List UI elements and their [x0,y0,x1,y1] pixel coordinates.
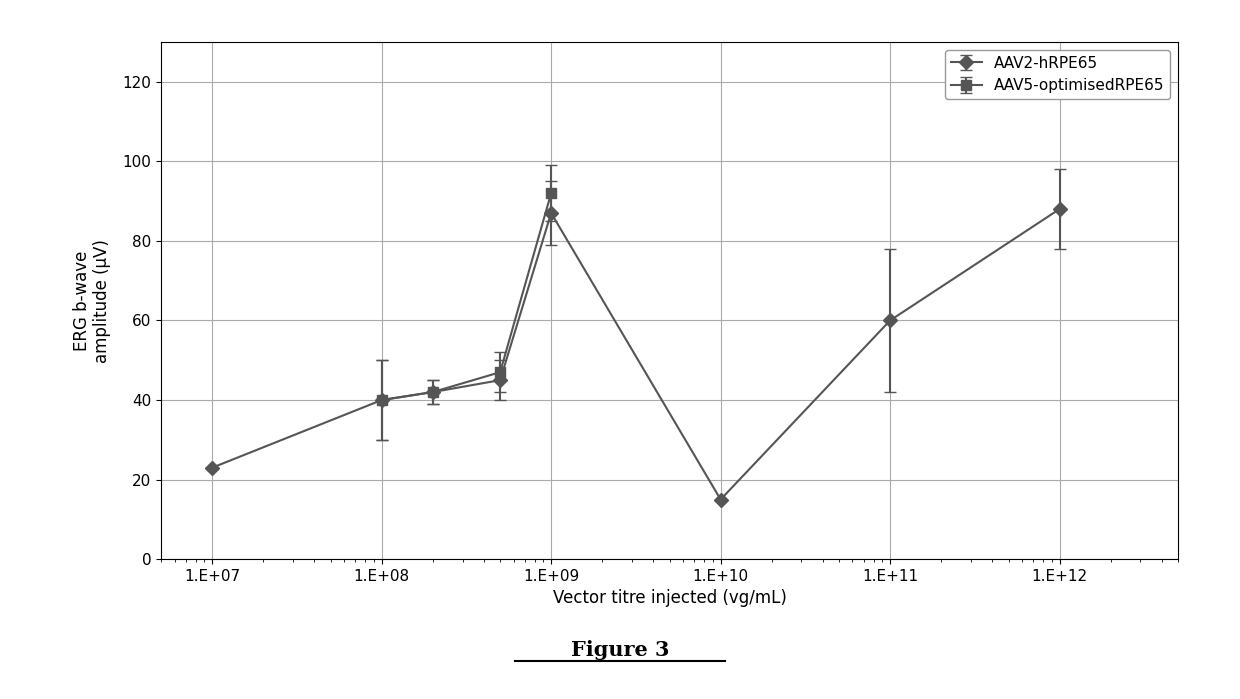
Legend: AAV2-hRPE65, AAV5-optimisedRPE65: AAV2-hRPE65, AAV5-optimisedRPE65 [945,50,1171,99]
Text: Figure 3: Figure 3 [570,640,670,660]
Y-axis label: ERG b-wave
amplitude (μV): ERG b-wave amplitude (μV) [73,238,112,363]
X-axis label: Vector titre injected (vg/mL): Vector titre injected (vg/mL) [553,589,786,607]
